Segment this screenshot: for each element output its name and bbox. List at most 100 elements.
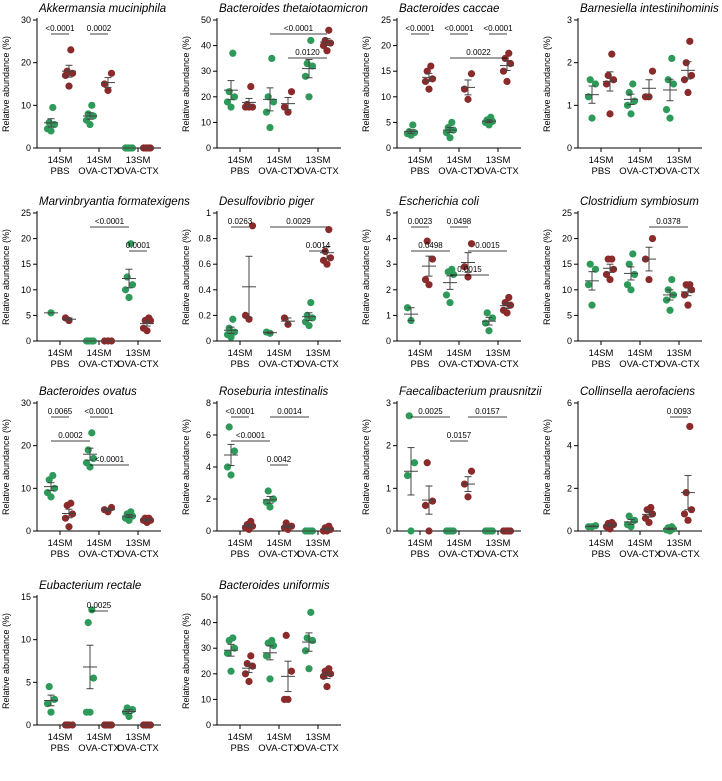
chart-7-point-red (499, 306, 508, 314)
chart-3-point-red (499, 67, 508, 75)
chart-7-point-green (483, 309, 491, 317)
chart-7-ylabel: Relative abundance (%) (361, 229, 371, 325)
chart-11-point-green (403, 471, 412, 480)
chart-10-ytick-label: 8 (206, 398, 211, 408)
chart-12-pvalue: 0.0093 (667, 407, 692, 416)
chart-10-xlabel-line1: 14SM (267, 538, 292, 549)
chart-10-ytick-label: 2 (206, 494, 211, 504)
chart-2-point-green (268, 54, 276, 63)
chart-4-xlabel-line1: 14SM (589, 155, 614, 166)
chart-9-title: Bacteroides ovatus (39, 386, 137, 398)
chart-14-ytick-label: 10 (201, 694, 211, 704)
chart-1-point-green (88, 101, 96, 109)
chart-10-xlabel-line1: 13SM (306, 538, 331, 549)
chart-4-title: Barnesiella intestinihominis (580, 3, 719, 15)
chart-3-point-red (505, 49, 513, 57)
chart-2-point-green (230, 93, 239, 101)
chart-2-point-green (269, 98, 278, 106)
chart-8-xlabel-line2: PBS (591, 359, 610, 370)
chart-2-ytick-label: 50 (201, 15, 211, 25)
chart-10-point-green (225, 423, 233, 431)
chart-8-point-red (684, 301, 692, 309)
chart-6-xlabel-line2: OVA-CTX (297, 359, 339, 370)
chart-3-xlabel-line2: PBS (410, 166, 429, 177)
chart-1-point-green (82, 116, 91, 124)
chart-10-pvalue: <0.0001 (225, 407, 255, 416)
chart-6-point-green (223, 331, 232, 339)
chart-8-point-green (623, 281, 632, 289)
chart-13-ytick-label: 10 (21, 635, 31, 645)
chart-7-point-red (505, 293, 513, 302)
chart-10-point-green (230, 447, 239, 455)
chart-14-point-red (280, 695, 289, 704)
chart-8-point-green (666, 306, 674, 314)
chart-5-xlabel-line2: OVA-CTX (117, 359, 159, 370)
chart-12-point-red (641, 514, 650, 522)
chart-7-xlabel-line2: PBS (410, 359, 429, 370)
chart-5-point-green (123, 273, 131, 281)
chart-11-pvalue: 0.0157 (447, 431, 472, 440)
chart-5-title: Marvinbryantia formatexigens (39, 196, 190, 208)
chart-8-xlabel-line1: 13SM (667, 348, 692, 359)
chart-4-point-green (630, 97, 639, 105)
chart-4-ytick-label: 0 (567, 143, 572, 153)
chart-11-point-red (464, 493, 472, 501)
chart-6-xlabel-line2: OVA-CTX (258, 359, 300, 370)
chart-6-point-red (319, 256, 328, 264)
chart-11-pvalue: 0.0025 (418, 407, 443, 416)
chart-5-ytick-label: 15 (21, 259, 31, 269)
chart-2-pvalue: <0.0001 (284, 24, 314, 33)
chart-1-xlabel-line1: 14SM (87, 155, 112, 166)
chart-3-pvalue: <0.0001 (483, 24, 513, 33)
chart-11-point-red (467, 467, 476, 475)
chart-13-point-green (88, 606, 96, 614)
chart-3-point-red (503, 77, 511, 86)
chart-12-xlabel-line2: OVA-CTX (658, 549, 700, 560)
chart-5-pvalue: <0.0001 (95, 217, 125, 226)
chart-9-ylabel: Relative abundance (%) (1, 419, 11, 515)
chart-13-ylabel: Relative abundance (%) (1, 613, 11, 709)
chart-4-point-red (687, 71, 696, 80)
chart-4-xlabel-line2: OVA-CTX (658, 166, 700, 177)
chart-6-xlabel-line1: 14SM (228, 348, 253, 359)
chart-14-ylabel: Relative abundance (%) (181, 613, 191, 709)
chart-8-point-green (668, 275, 676, 284)
chart-1-xlabel-line2: PBS (50, 166, 69, 177)
chart-2-pvalue: 0.0120 (295, 48, 320, 57)
chart-12-xlabel-line1: 14SM (589, 538, 614, 549)
chart-7-point-red (467, 240, 476, 248)
chart-4-point-red (608, 50, 616, 58)
chart-14-point-red (247, 652, 255, 660)
chart-11-xlabel-line1: 13SM (486, 538, 511, 549)
chart-7-pvalue: 0.0023 (408, 217, 433, 226)
chart-1-xlabel-line2: OVA-CTX (78, 166, 120, 177)
chart-9-point-green (88, 429, 96, 437)
chart-12-point-green (625, 512, 633, 520)
chart-8-point-green (591, 265, 600, 273)
chart-12-xlabel-line2: PBS (591, 549, 610, 560)
chart-12-point-red (684, 516, 692, 524)
chart-3-point-red (464, 95, 472, 103)
chart-4-point-green (623, 101, 632, 109)
chart-8-point-green (627, 286, 635, 294)
chart-4-point-red (684, 88, 692, 97)
chart-7-xlabel-line1: 13SM (486, 348, 511, 359)
chart-3-xlabel-line1: 14SM (408, 155, 433, 166)
chart-3-ytick-label: 5 (386, 117, 391, 127)
chart-14-ytick-label: 0 (206, 720, 211, 730)
chart-14-xlabel-line2: OVA-CTX (297, 743, 339, 754)
chart-7-xlabel-line2: OVA-CTX (477, 359, 519, 370)
chart-9-point-green (82, 459, 91, 467)
chart-4-point-green (664, 76, 672, 84)
chart-14-point-red (245, 677, 253, 686)
chart-3-ytick-label: 25 (381, 15, 391, 25)
chart-13-xlabel-line2: OVA-CTX (117, 743, 159, 754)
chart-8-ytick-label: 20 (562, 234, 572, 244)
chart-13-xlabel-line1: 14SM (48, 732, 73, 743)
chart-10-point-green (264, 487, 272, 495)
chart-5-point-red (145, 314, 153, 322)
chart-12-title: Collinsella aerofaciens (580, 386, 695, 398)
chart-8-point-green (630, 270, 639, 279)
chart-2-point-green (227, 103, 235, 111)
